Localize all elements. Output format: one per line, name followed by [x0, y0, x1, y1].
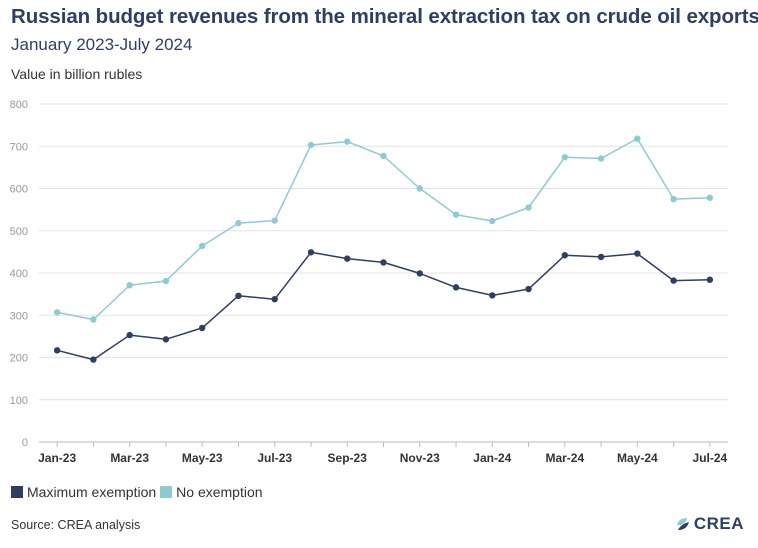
y-tick-label-300: 300	[10, 310, 28, 322]
y-tick-label-800: 800	[10, 99, 28, 111]
crea-logo-text: CREA	[693, 514, 744, 533]
x-tick-label-Jan-23: Jan-23	[38, 451, 76, 465]
data-point-maximum-exemption-Feb-23	[90, 356, 97, 363]
x-tick-label-Jul-24: Jul-24	[693, 451, 728, 465]
data-point-no-exemption-Jun-23	[235, 219, 242, 227]
y-tick-label-200: 200	[10, 353, 28, 365]
data-point-maximum-exemption-Jun-23	[235, 292, 242, 300]
x-tick-label-Nov-23: Nov-23	[400, 451, 440, 465]
data-point-maximum-exemption-Dec-23	[452, 284, 460, 291]
y-tick-label-500: 500	[10, 226, 28, 238]
data-point-maximum-exemption-Apr-23	[162, 336, 170, 343]
legend: Maximum exemption No exemption	[11, 484, 267, 500]
data-point-maximum-exemption-Jun-24	[670, 277, 677, 284]
y-tick-label-400: 400	[10, 268, 28, 280]
data-point-maximum-exemption-Jul-24	[706, 276, 714, 283]
legend-swatch-no-exemption	[160, 486, 173, 498]
y-tick-label-100: 100	[10, 395, 28, 407]
data-point-no-exemption-Jul-24	[706, 194, 714, 201]
data-point-no-exemption-Jun-24	[670, 195, 677, 203]
data-point-no-exemption-Aug-23	[307, 141, 315, 149]
data-point-maximum-exemption-May-24	[634, 250, 641, 257]
data-point-no-exemption-Oct-23	[380, 152, 387, 160]
data-point-no-exemption-Sep-23	[344, 138, 351, 145]
data-point-no-exemption-Apr-24	[597, 155, 605, 162]
data-point-maximum-exemption-Jan-23	[53, 347, 61, 354]
data-point-no-exemption-Mar-23	[126, 282, 133, 289]
legend-label-no-exemption: No exemption	[176, 484, 263, 500]
data-point-no-exemption-Feb-24	[525, 204, 532, 211]
crea-logo-icon	[676, 518, 689, 530]
data-point-maximum-exemption-May-23	[198, 324, 206, 332]
data-point-no-exemption-Jul-23	[271, 217, 278, 224]
crea-logo: CREA	[675, 514, 744, 534]
data-point-maximum-exemption-Mar-23	[126, 331, 133, 339]
data-point-no-exemption-Nov-23	[416, 185, 423, 192]
x-tick-label-May-23: May-23	[182, 451, 223, 465]
y-tick-label-0: 0	[22, 437, 28, 449]
x-tick-label-Jul-23: Jul-23	[257, 451, 292, 465]
chart-title: Russian budget revenues from the mineral…	[11, 5, 758, 28]
data-point-maximum-exemption-Apr-24	[597, 253, 605, 261]
data-point-no-exemption-Jan-24	[489, 217, 496, 225]
data-point-no-exemption-Dec-23	[452, 211, 460, 218]
x-tick-label-Jan-24: Jan-24	[473, 451, 511, 465]
y-tick-label-700: 700	[10, 141, 28, 153]
data-point-no-exemption-Feb-23	[90, 316, 97, 323]
legend-item-no-exemption: No exemption	[160, 484, 263, 500]
series-line-maximum-exemption	[56, 251, 710, 361]
source-note: Source: CREA analysis	[11, 518, 141, 532]
x-tick-label-Mar-23: Mar-23	[110, 451, 149, 465]
x-tick-label-Mar-24: Mar-24	[545, 451, 584, 465]
data-point-no-exemption-May-24	[634, 135, 641, 142]
data-point-maximum-exemption-Nov-23	[416, 270, 423, 277]
x-tick-label-Sep-23: Sep-23	[328, 451, 368, 465]
legend-label-maximum-exemption: Maximum exemption	[27, 484, 157, 500]
data-point-no-exemption-Mar-24	[561, 154, 569, 161]
data-point-maximum-exemption-Jul-23	[271, 295, 278, 303]
data-point-maximum-exemption-Oct-23	[380, 259, 387, 266]
data-point-maximum-exemption-Sep-23	[344, 255, 351, 262]
data-point-maximum-exemption-Feb-24	[525, 285, 532, 293]
legend-swatch-maximum-exemption	[11, 486, 23, 498]
data-point-no-exemption-May-23	[198, 242, 206, 250]
data-point-maximum-exemption-Aug-23	[307, 249, 315, 256]
y-tick-label-600: 600	[10, 184, 28, 196]
data-point-maximum-exemption-Jan-24	[489, 292, 496, 299]
legend-item-maximum-exemption: Maximum exemption	[11, 484, 156, 500]
series-line-no-exemption	[56, 137, 710, 321]
x-tick-label-May-24: May-24	[617, 451, 658, 465]
data-point-maximum-exemption-Mar-24	[561, 252, 569, 259]
y-axis-unit-label: Value in billion rubles	[11, 66, 143, 82]
data-point-no-exemption-Apr-23	[162, 277, 170, 285]
data-point-no-exemption-Jan-23	[53, 309, 61, 316]
chart-subtitle: January 2023-July 2024	[11, 35, 193, 54]
